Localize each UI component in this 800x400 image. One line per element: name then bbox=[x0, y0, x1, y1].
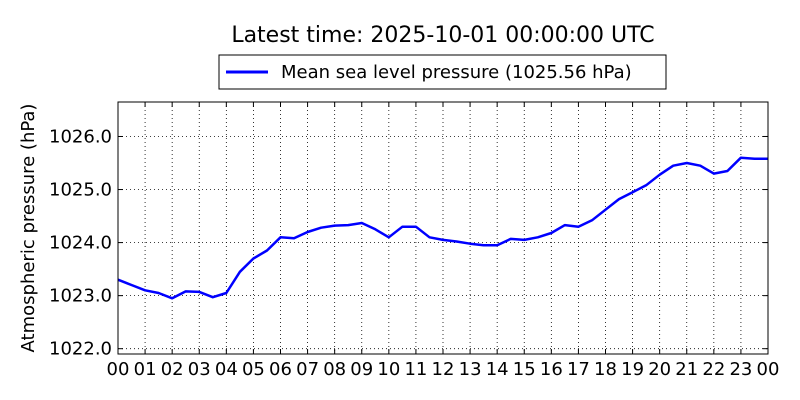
series-line-mean-sea-level-pressure bbox=[117, 156, 768, 300]
x-tick-label: 18 bbox=[594, 359, 617, 380]
chart-title: Latest time: 2025-10-01 00:00:00 UTC bbox=[231, 23, 654, 48]
legend-label: Mean sea level pressure (1025.56 hPa) bbox=[281, 62, 632, 83]
x-tick-label: 01 bbox=[134, 359, 157, 380]
y-tick-label: 1024.0 bbox=[49, 233, 112, 254]
x-tick-label: 10 bbox=[377, 359, 400, 380]
x-tick-label: 05 bbox=[242, 359, 265, 380]
x-tick-label: 21 bbox=[675, 359, 698, 380]
x-tick-label: 06 bbox=[269, 359, 292, 380]
x-tick-label: 23 bbox=[729, 359, 752, 380]
x-tick-label: 16 bbox=[540, 359, 563, 380]
x-tick-label: 15 bbox=[513, 359, 536, 380]
legend-box bbox=[218, 54, 667, 90]
x-tick-label: 11 bbox=[404, 359, 427, 380]
x-tick-label: 03 bbox=[188, 359, 211, 380]
y-tick-label: 1026.0 bbox=[49, 126, 112, 147]
y-tick-label: 1022.0 bbox=[49, 339, 112, 360]
x-tick-label: 04 bbox=[215, 359, 238, 380]
grid bbox=[118, 102, 768, 354]
x-tick-label: 12 bbox=[432, 359, 455, 380]
y-tick-label: 1023.0 bbox=[49, 286, 112, 307]
x-tick-label: 08 bbox=[323, 359, 346, 380]
x-tick-label: 07 bbox=[296, 359, 319, 380]
plot-area-frame bbox=[117, 101, 769, 355]
x-tick-label: 00 bbox=[757, 359, 780, 380]
x-tick-label: 00 bbox=[107, 359, 130, 380]
legend: Mean sea level pressure (1025.56 hPa) bbox=[218, 54, 667, 90]
series-layer bbox=[117, 156, 768, 300]
y-axis-label: Atmospheric pressure (hPa) bbox=[18, 104, 39, 353]
x-tick-label: 02 bbox=[161, 359, 184, 380]
x-tick-label: 09 bbox=[350, 359, 373, 380]
x-tick-label: 13 bbox=[459, 359, 482, 380]
x-tick-label: 17 bbox=[567, 359, 590, 380]
y-tick-label: 1025.0 bbox=[49, 180, 112, 201]
x-tick-label: 22 bbox=[702, 359, 725, 380]
x-tick-label: 19 bbox=[621, 359, 644, 380]
ticks bbox=[117, 102, 769, 354]
x-tick-label: 14 bbox=[486, 359, 509, 380]
x-tick-label: 20 bbox=[648, 359, 671, 380]
